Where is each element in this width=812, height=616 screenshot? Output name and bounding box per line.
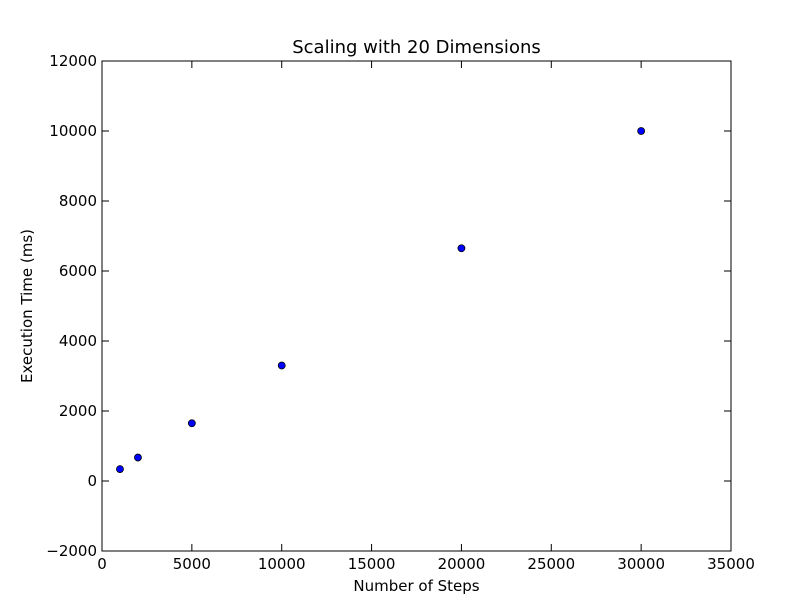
x-tick-label: 0	[97, 555, 107, 573]
x-tick-label: 15000	[348, 555, 396, 573]
data-point	[187, 419, 196, 428]
y-tick-label: 6000	[59, 262, 97, 280]
x-axis-label: Number of Steps	[353, 577, 479, 595]
x-tick-label: 10000	[258, 555, 306, 573]
x-tick-label: 20000	[438, 555, 486, 573]
y-tick-label: 8000	[59, 192, 97, 210]
y-tick-label: −2000	[46, 542, 97, 560]
y-tick-label: 2000	[59, 402, 97, 420]
y-tick-label: 0	[87, 472, 97, 490]
ticks-layer: 0 5000 10000 15000 20000 25000 30000 35000−2000…	[46, 52, 755, 573]
x-tick-label: 35000	[707, 555, 755, 573]
y-tick-label: 12000	[49, 52, 97, 70]
y-tick-label: 4000	[59, 332, 97, 350]
data-point	[637, 127, 646, 135]
x-tick-label: 25000	[527, 555, 575, 573]
chart-title: Scaling with 20 Dimensions	[292, 37, 541, 58]
data-point	[457, 244, 466, 253]
x-tick-label: 5000	[173, 555, 211, 573]
x-tick-label: 30000	[617, 555, 665, 573]
points-layer	[116, 127, 646, 474]
data-point	[277, 361, 286, 370]
y-tick-label: 10000	[49, 122, 97, 140]
plot-frame	[101, 60, 732, 552]
data-point	[116, 465, 124, 474]
y-axis-label: Execution Time (ms)	[18, 229, 36, 383]
data-point	[134, 453, 142, 462]
